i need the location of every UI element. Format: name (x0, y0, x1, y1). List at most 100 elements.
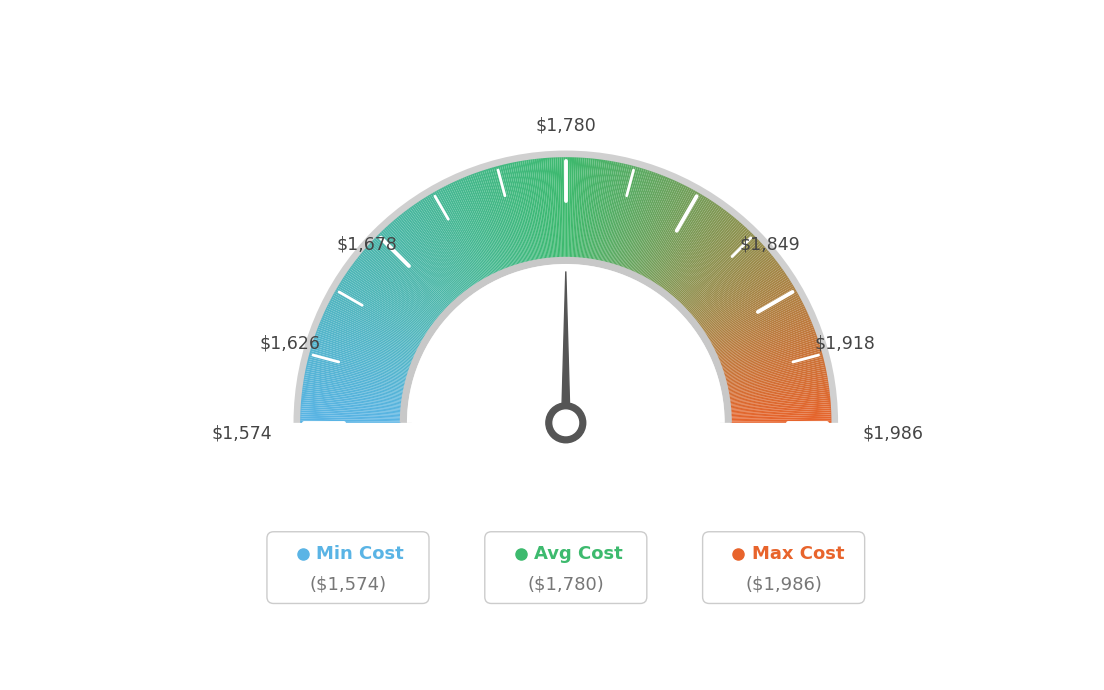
Text: Min Cost: Min Cost (316, 545, 404, 563)
Text: ($1,986): ($1,986) (745, 576, 822, 594)
Wedge shape (300, 421, 401, 423)
Wedge shape (353, 262, 435, 324)
Wedge shape (731, 419, 831, 422)
Wedge shape (586, 159, 602, 259)
Wedge shape (710, 295, 799, 344)
Wedge shape (322, 315, 415, 357)
Wedge shape (650, 195, 704, 282)
Wedge shape (622, 173, 658, 268)
Wedge shape (449, 184, 495, 275)
Wedge shape (304, 380, 403, 397)
Wedge shape (300, 411, 401, 416)
Wedge shape (327, 304, 418, 351)
Wedge shape (548, 158, 555, 259)
Wedge shape (700, 268, 783, 328)
Wedge shape (524, 160, 541, 260)
Wedge shape (305, 369, 404, 391)
Wedge shape (512, 162, 533, 262)
Wedge shape (729, 388, 829, 402)
Wedge shape (712, 300, 803, 348)
Wedge shape (328, 302, 420, 349)
Wedge shape (689, 247, 766, 315)
Wedge shape (692, 252, 771, 318)
Wedge shape (715, 313, 809, 356)
FancyBboxPatch shape (485, 532, 647, 604)
Wedge shape (325, 310, 417, 354)
Wedge shape (599, 163, 622, 262)
Wedge shape (343, 275, 428, 333)
Wedge shape (484, 170, 517, 266)
Wedge shape (406, 209, 468, 291)
Wedge shape (683, 237, 756, 308)
Wedge shape (380, 232, 452, 306)
Wedge shape (388, 225, 456, 301)
Wedge shape (679, 230, 751, 304)
Wedge shape (637, 184, 682, 275)
Wedge shape (428, 194, 482, 282)
Wedge shape (572, 157, 578, 258)
Wedge shape (730, 392, 830, 405)
Wedge shape (370, 242, 445, 312)
Wedge shape (352, 264, 434, 325)
Wedge shape (304, 375, 404, 395)
Wedge shape (609, 166, 638, 264)
Wedge shape (439, 188, 489, 278)
Wedge shape (410, 207, 470, 290)
Wedge shape (340, 281, 427, 335)
Wedge shape (594, 161, 614, 261)
Wedge shape (367, 246, 443, 314)
Wedge shape (644, 189, 693, 279)
Wedge shape (576, 158, 584, 259)
Wedge shape (641, 187, 690, 277)
Wedge shape (585, 159, 599, 259)
Wedge shape (725, 357, 824, 383)
Wedge shape (626, 176, 666, 270)
Wedge shape (598, 162, 619, 262)
Wedge shape (382, 229, 453, 304)
Wedge shape (516, 161, 537, 261)
Wedge shape (301, 398, 402, 408)
Wedge shape (562, 157, 564, 258)
Wedge shape (333, 293, 422, 344)
Wedge shape (724, 351, 822, 380)
Wedge shape (631, 179, 673, 272)
Wedge shape (704, 281, 792, 335)
Wedge shape (612, 168, 641, 265)
Wedge shape (300, 417, 401, 420)
Wedge shape (490, 168, 520, 265)
Wedge shape (701, 272, 786, 331)
Wedge shape (728, 377, 828, 396)
Wedge shape (321, 317, 415, 359)
Bar (289, 423, 842, 614)
Wedge shape (711, 299, 802, 347)
Wedge shape (400, 257, 732, 423)
Wedge shape (319, 321, 414, 361)
Wedge shape (726, 363, 825, 387)
Wedge shape (601, 163, 624, 262)
Wedge shape (455, 181, 498, 273)
Wedge shape (692, 253, 772, 319)
Wedge shape (306, 367, 405, 389)
Wedge shape (503, 164, 529, 263)
Wedge shape (649, 194, 703, 282)
Wedge shape (712, 302, 804, 349)
Wedge shape (718, 319, 811, 359)
Wedge shape (381, 230, 453, 304)
Wedge shape (724, 348, 821, 378)
Wedge shape (476, 172, 511, 268)
Wedge shape (671, 219, 739, 297)
Wedge shape (522, 161, 540, 260)
Wedge shape (491, 167, 521, 265)
Wedge shape (590, 160, 605, 260)
Wedge shape (539, 159, 550, 259)
Wedge shape (625, 175, 664, 270)
Wedge shape (332, 295, 422, 344)
Wedge shape (337, 286, 425, 339)
Wedge shape (633, 180, 676, 273)
Wedge shape (677, 226, 746, 302)
Wedge shape (726, 365, 826, 388)
Wedge shape (696, 260, 777, 323)
Wedge shape (623, 174, 660, 269)
FancyBboxPatch shape (702, 532, 864, 604)
Wedge shape (648, 193, 701, 281)
